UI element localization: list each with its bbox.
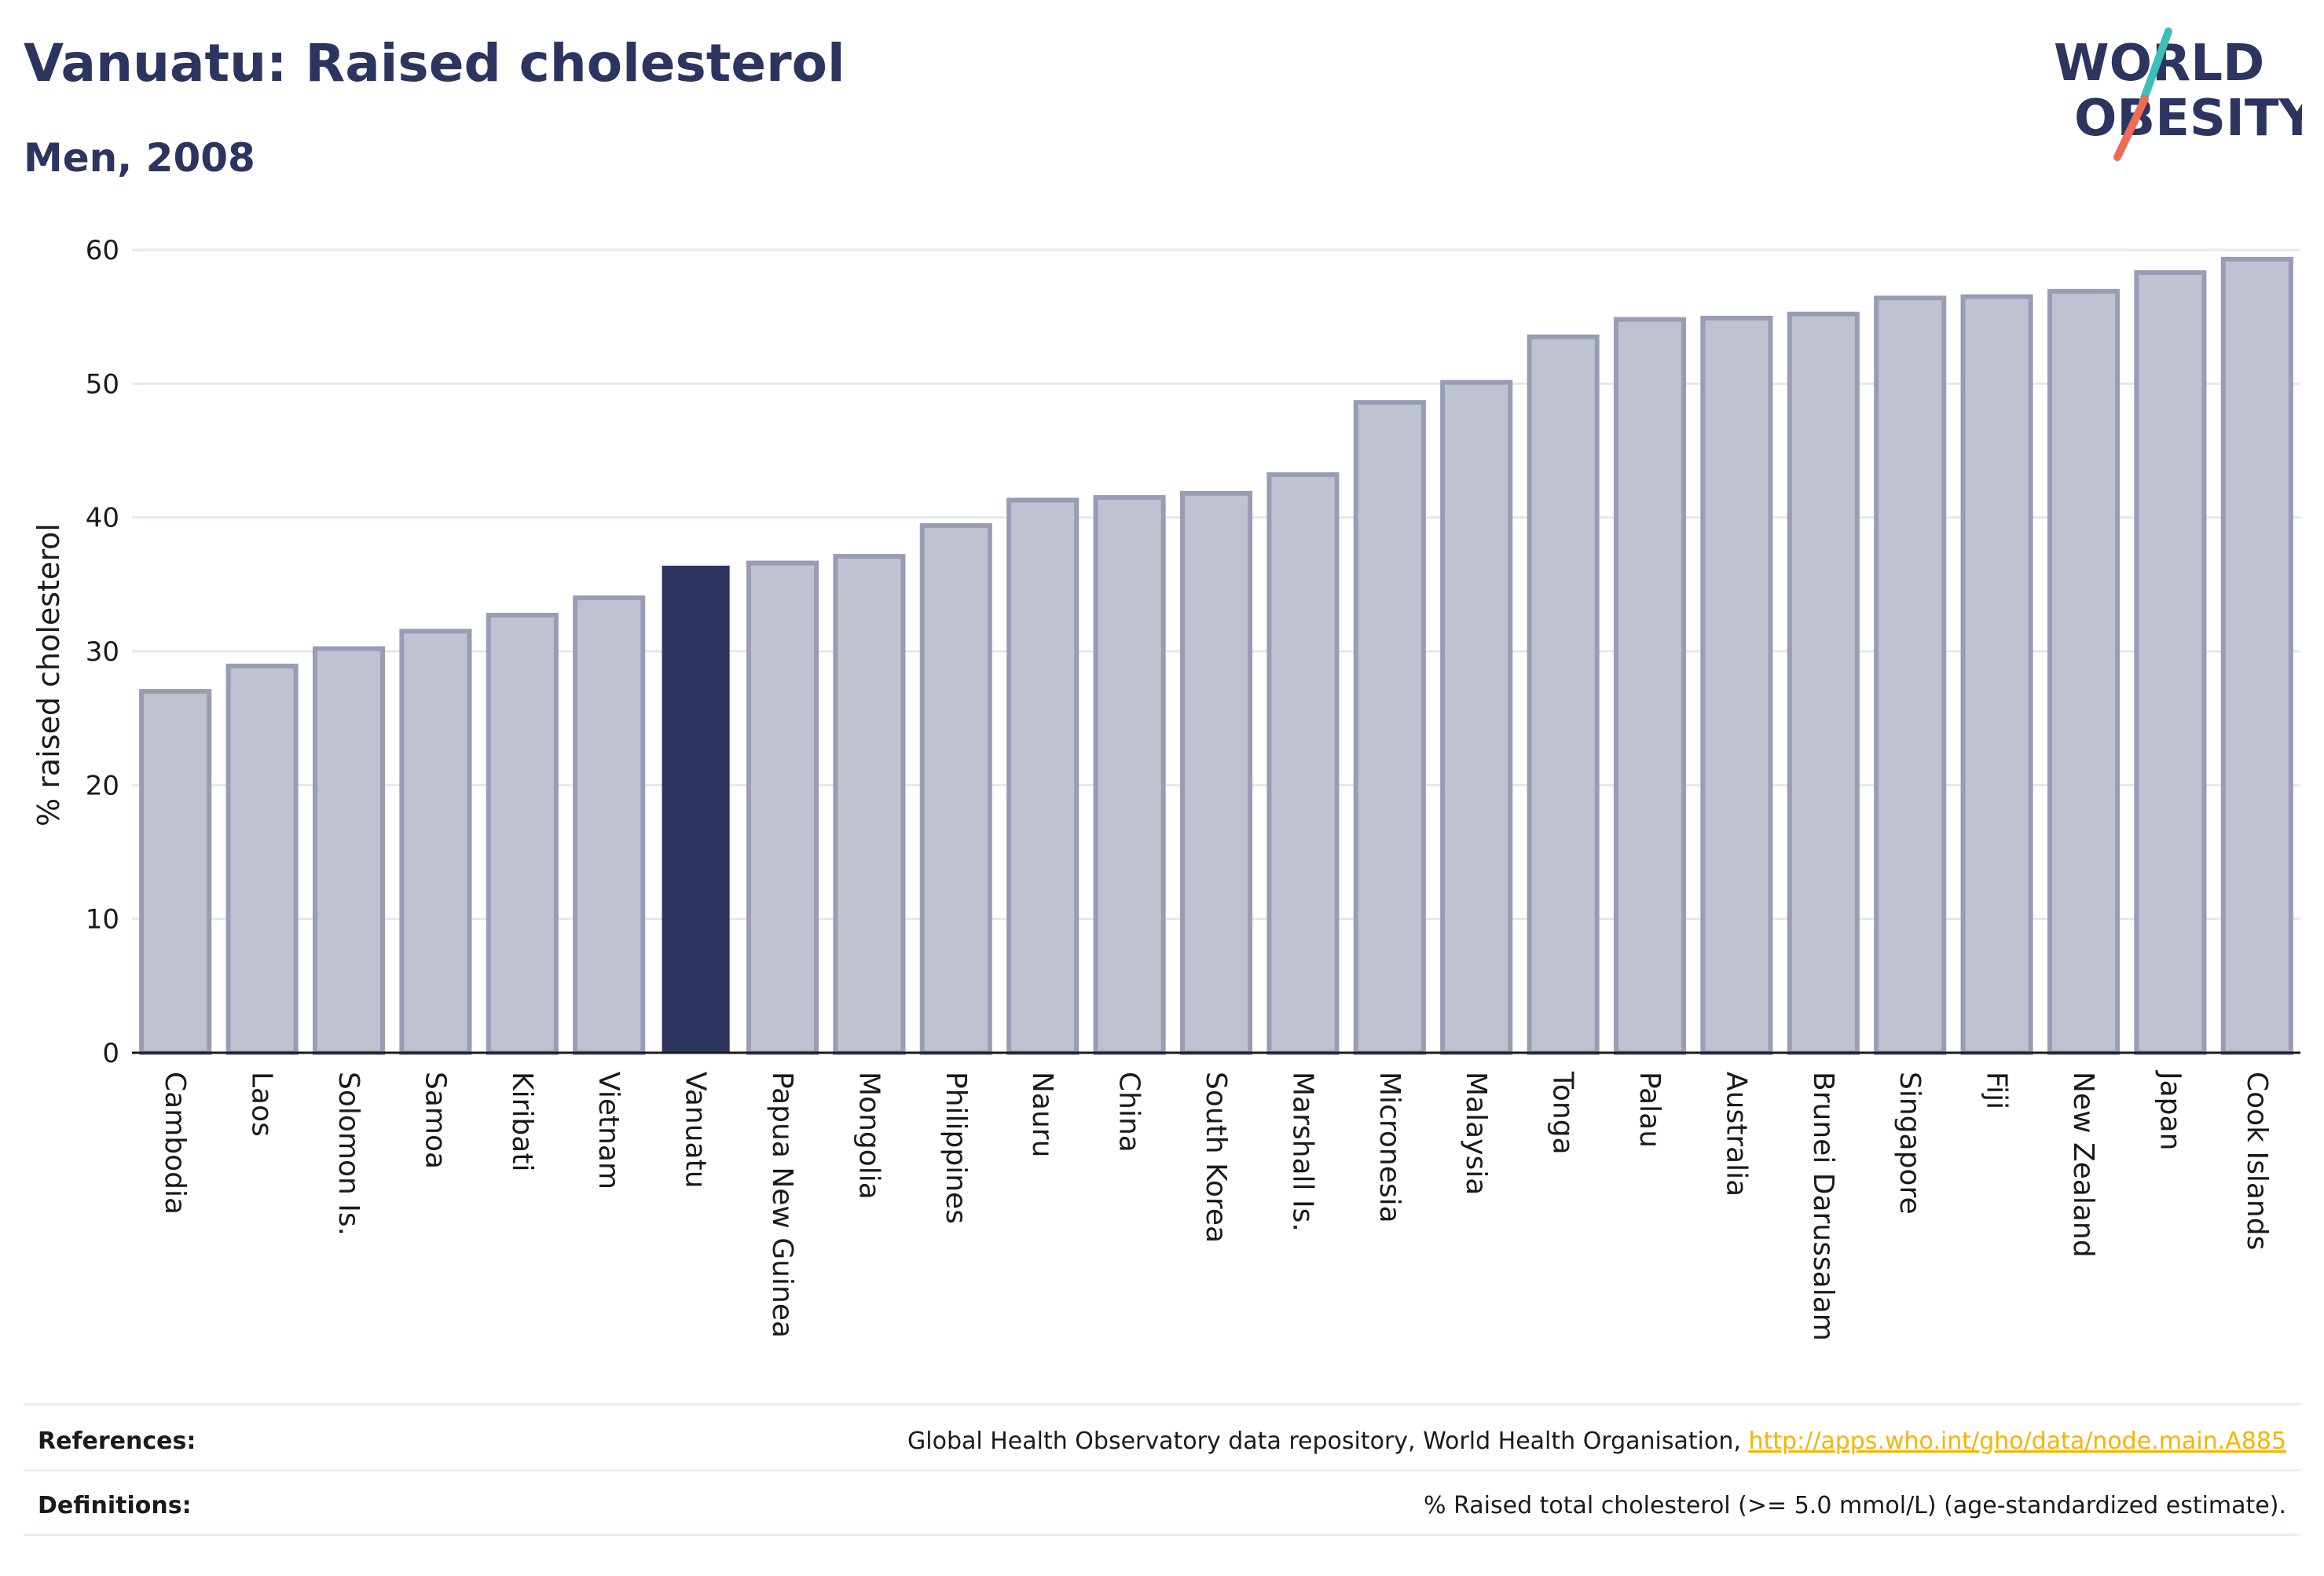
y-tick-label: 30 <box>86 636 119 668</box>
x-tick-label: Philippines <box>940 1072 972 1224</box>
y-tick-label: 0 <box>102 1038 119 1069</box>
x-tick-label: Malaysia <box>1460 1072 1492 1195</box>
y-tick-label: 10 <box>86 904 119 936</box>
references-source: Global Health Observatory data repositor… <box>907 1427 1749 1455</box>
bar-cambodia <box>139 689 212 1055</box>
x-tick-label: Japan <box>2154 1070 2186 1150</box>
footer-divider-bottom <box>24 1534 2300 1536</box>
x-tick-label: Nauru <box>1026 1072 1058 1157</box>
bar-south-korea <box>1179 491 1253 1055</box>
logo-line2: OBESITY <box>2074 90 2302 148</box>
x-tick-label: Cook Islands <box>2241 1072 2273 1250</box>
bar-kiribati <box>486 613 559 1055</box>
bar-malaysia <box>1440 379 1513 1055</box>
definitions-text: % Raised total cholesterol (>= 5.0 mmol/… <box>1424 1491 2286 1519</box>
x-tick-label: Samoa <box>419 1072 451 1169</box>
bar-china <box>1093 495 1166 1055</box>
x-tick-label: Vietnam <box>592 1072 625 1189</box>
bar-singapore <box>1874 295 1947 1055</box>
x-tick-label: Fiji <box>1981 1072 2013 1109</box>
logo-slash-teal <box>2139 27 2172 104</box>
bar-mongolia <box>833 554 906 1055</box>
bar-vanuatu <box>662 565 730 1053</box>
references-text: Global Health Observatory data repositor… <box>907 1428 2300 1455</box>
x-tick-label: China <box>1113 1072 1146 1153</box>
bar-new-zealand <box>2047 288 2121 1055</box>
bar-chart: 0 10 20 30 40 50 60 % raised cholesterol Cambodi… <box>31 235 2300 1341</box>
x-tick-label: Cambodia <box>159 1072 191 1215</box>
bar-papua-new-guinea <box>746 560 819 1055</box>
x-tick-label: Australia <box>1720 1072 1752 1197</box>
x-tick-label: New Zealand <box>2067 1072 2099 1258</box>
bar-tonga <box>1527 334 1600 1055</box>
x-tick-label: Tonga <box>1547 1071 1579 1155</box>
bar-marshall-is <box>1266 472 1340 1055</box>
x-tick-label: Kiribati <box>506 1072 538 1171</box>
y-axis-label: % raised cholesterol <box>31 523 66 826</box>
y-tick-label: 20 <box>86 770 119 801</box>
bar-fiji <box>1960 294 2033 1056</box>
definitions-row: Definitions: % Raised total cholesterol … <box>24 1474 2300 1537</box>
bar-cook-islands <box>2220 256 2293 1055</box>
references-label: References: <box>38 1427 196 1455</box>
x-tick-label: Singapore <box>1893 1072 1926 1215</box>
bar-laos <box>225 663 299 1056</box>
bar-solomon-is <box>312 646 386 1055</box>
x-tick-label: Brunei Darussalam <box>1807 1072 1839 1341</box>
bar-nauru <box>1006 497 1080 1055</box>
references-row: References: Global Health Observatory da… <box>24 1409 2300 1472</box>
references-link[interactable]: http://apps.who.int/gho/data/node.main.A… <box>1748 1427 2286 1455</box>
bar-micronesia <box>1353 400 1426 1055</box>
x-tick-label: Laos <box>246 1072 278 1137</box>
bar-vietnam <box>573 595 646 1055</box>
y-tick-label: 50 <box>86 368 119 400</box>
y-tick-label: 40 <box>86 503 119 534</box>
logo-slash-coral <box>2113 95 2149 161</box>
chart-subtitle: Men, 2008 <box>24 135 255 181</box>
definitions-label: Definitions: <box>38 1491 192 1519</box>
x-tick-label: Marshall Is. <box>1286 1072 1318 1232</box>
bar-samoa <box>399 629 472 1055</box>
x-tick-label: Micronesia <box>1373 1072 1406 1223</box>
y-tick-label: 60 <box>86 235 119 266</box>
world-obesity-logo: WORLD OBESITY <box>2054 27 2302 161</box>
x-tick-label: Palau <box>1633 1072 1666 1148</box>
bar-brunei-darussalam <box>1787 311 1860 1055</box>
x-tick-label: Vanuatu <box>680 1072 712 1189</box>
footer-divider-top <box>24 1403 2300 1406</box>
x-tick-label: Papua New Guinea <box>766 1072 798 1338</box>
bar-palau <box>1613 317 1687 1056</box>
x-tick-label: Solomon Is. <box>332 1072 365 1236</box>
x-tick-label: South Korea <box>1200 1072 1232 1243</box>
bar-australia <box>1700 315 1773 1055</box>
x-tick-label: Mongolia <box>852 1072 885 1200</box>
bar-philippines <box>919 522 992 1055</box>
chart-title: Vanuatu: Raised cholesterol <box>24 33 845 93</box>
footer-divider-middle <box>24 1469 2300 1472</box>
bar-japan <box>2134 269 2207 1055</box>
